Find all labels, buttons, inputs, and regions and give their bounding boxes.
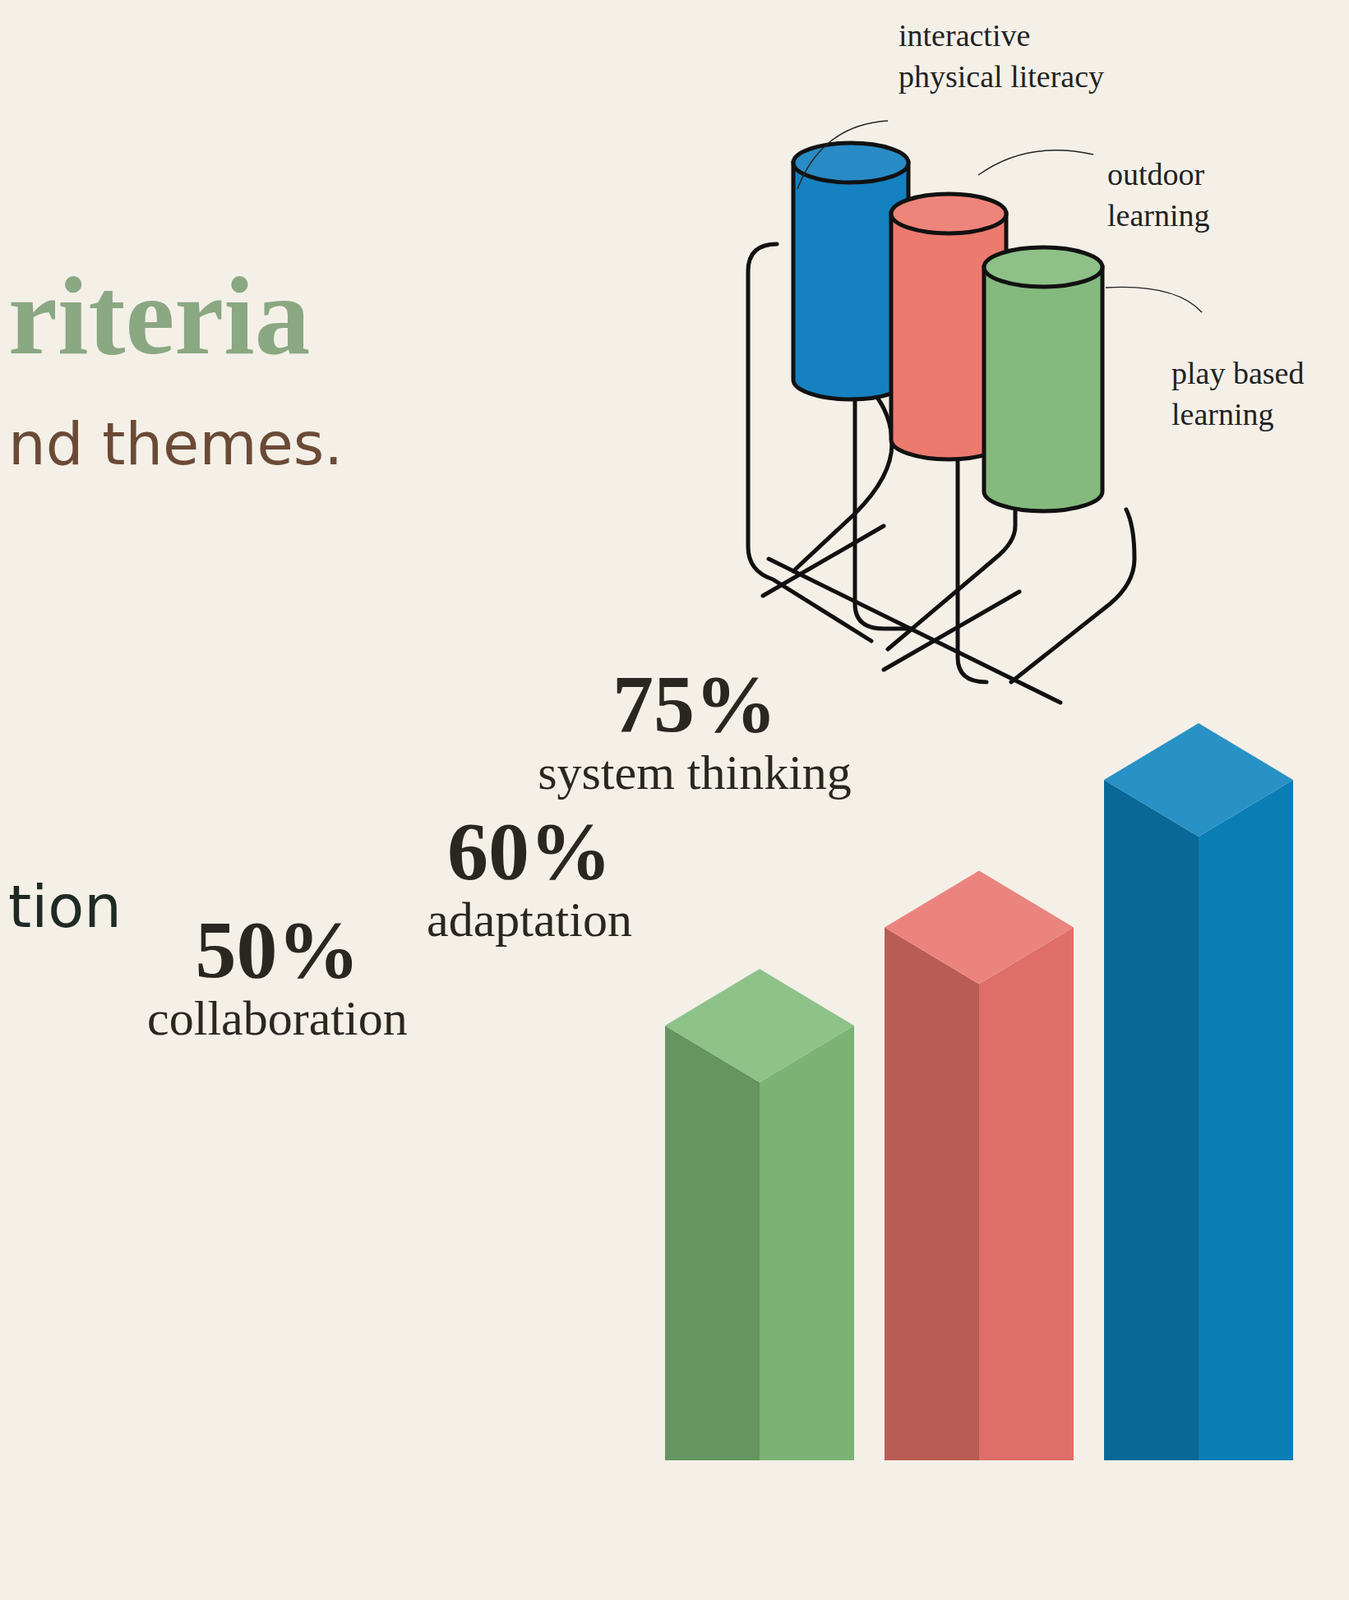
svg-text:outdoorlearning: outdoorlearning xyxy=(1107,157,1211,233)
svg-text:system thinking: system thinking xyxy=(537,745,852,800)
svg-text:play basedlearning: play basedlearning xyxy=(1171,355,1304,432)
svg-text:nd themes.: nd themes. xyxy=(8,409,343,479)
svg-text:adaptation: adaptation xyxy=(426,892,633,948)
svg-text:interactivephysical literacy: interactivephysical literacy xyxy=(898,18,1105,94)
svg-text:75%: 75% xyxy=(612,658,777,750)
svg-text:tion: tion xyxy=(8,872,122,942)
svg-text:50%: 50% xyxy=(194,904,360,996)
svg-text:collaboration: collaboration xyxy=(147,991,408,1046)
svg-text:riteria: riteria xyxy=(8,254,310,378)
svg-text:60%: 60% xyxy=(447,805,612,897)
